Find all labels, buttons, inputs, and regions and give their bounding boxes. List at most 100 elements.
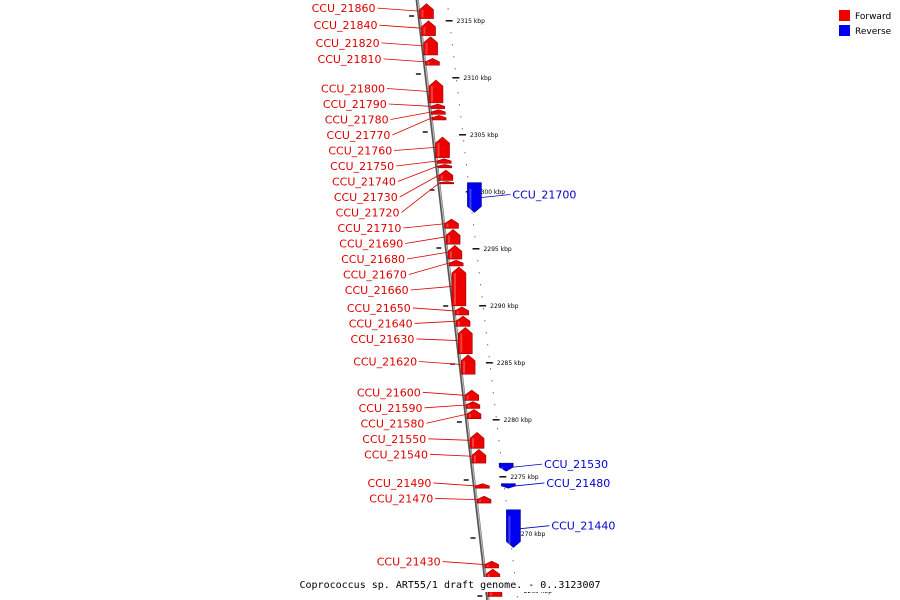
gene-ccu-21780-arrow[interactable] (431, 109, 446, 115)
gene-ccu-21660-arrow[interactable] (451, 266, 467, 307)
gene-ccu-21770-label[interactable]: CCU_21770 (327, 129, 391, 142)
gene-ccu-21470-label[interactable]: CCU_21470 (369, 492, 433, 505)
gene-ccu-21480-label[interactable]: CCU_21480 (546, 477, 610, 490)
gene-ccu-21600-shape[interactable] (464, 389, 480, 401)
gene-ccu-21840-label[interactable]: CCU_21840 (314, 19, 378, 32)
gene-ccu-21550-label[interactable]: CCU_21550 (362, 433, 426, 446)
gene-ccu-21600-label[interactable]: CCU_21600 (357, 386, 421, 399)
gene-ccu-21630-label[interactable]: CCU_21630 (351, 333, 415, 346)
gene-ccu-21720-shape[interactable] (439, 181, 454, 185)
gene-ccu-21860-shape[interactable] (419, 3, 434, 19)
gene-ccu-21430-label[interactable]: CCU_21430 (377, 556, 441, 569)
gene-ccu-21680-label[interactable]: CCU_21680 (341, 253, 405, 266)
gene-ccu-21430-shape[interactable] (484, 560, 499, 569)
gene-ccu-21540-label[interactable]: CCU_21540 (364, 448, 428, 461)
gene-ccu-21430-arrow[interactable] (484, 560, 499, 569)
gene-ccu-21550-shape[interactable] (469, 431, 485, 449)
gene-ccu-21790-arrow[interactable] (430, 103, 445, 109)
gene-ccu-21750-arrow[interactable] (436, 158, 452, 164)
gene-ccu-21770-arrow[interactable] (431, 115, 447, 121)
gene-ccu-21600-arrow[interactable] (464, 389, 480, 401)
gene-ccu-21710-shape[interactable] (444, 218, 459, 229)
gene-ccu-21580-arrow[interactable] (466, 409, 482, 419)
gene-ccu-21490-label[interactable]: CCU_21490 (367, 477, 431, 490)
gene-ccu-21670-arrow[interactable] (448, 259, 464, 267)
gene-ccu-21770-shape[interactable] (431, 115, 447, 121)
gene-ccu-21440-arrow[interactable] (506, 509, 521, 548)
gene-ccu-21820-label[interactable]: CCU_21820 (316, 37, 380, 50)
gene-ccu-21740-label[interactable]: CCU_21740 (332, 175, 396, 188)
gene-ccu-21760-shape[interactable] (435, 136, 450, 158)
gene-ccu-21580-shape[interactable] (466, 409, 482, 419)
gene-ccu-21650-arrow[interactable] (454, 306, 470, 316)
gene-ccu-21440-shape[interactable] (506, 509, 521, 548)
gene-ccu-21530-shape[interactable] (498, 462, 514, 472)
gene-ccu-21810-shape[interactable] (425, 58, 440, 66)
gene-ccu-21550-arrow[interactable] (469, 431, 485, 449)
gene-ccu-21750-shape[interactable] (436, 158, 452, 164)
gene-ccu-21700-label[interactable]: CCU_21700 (512, 189, 576, 202)
gene-ccu-21790-shape[interactable] (430, 103, 445, 109)
gene-ccu-21540-arrow[interactable] (471, 449, 487, 464)
gene-ccu-21580-label[interactable]: CCU_21580 (360, 417, 424, 430)
gene-ccu-21820-arrow[interactable] (423, 36, 438, 56)
gene-ccu-21620-label[interactable]: CCU_21620 (353, 356, 417, 369)
gene-ccu-21480-arrow[interactable] (501, 483, 516, 489)
gene-ccu-21800-arrow[interactable] (428, 79, 444, 104)
gene-ccu-21670-shape[interactable] (448, 259, 464, 267)
gene-ccu-21790-label[interactable]: CCU_21790 (323, 98, 387, 111)
gene-ccu-21840-arrow[interactable] (421, 20, 436, 36)
gene-ccu-21690-shape[interactable] (445, 229, 461, 245)
gene-ccu-21470-shape[interactable] (476, 495, 492, 504)
gene-ccu-21650-label[interactable]: CCU_21650 (347, 302, 411, 315)
gene-ccu-21590-label[interactable]: CCU_21590 (359, 402, 423, 415)
gene-ccu-21820-shape[interactable] (423, 36, 438, 56)
gene-ccu-21660-shape[interactable] (451, 266, 467, 307)
gene-ccu-21620-shape[interactable] (460, 354, 476, 375)
gene-ccu-21760-arrow[interactable] (435, 136, 450, 158)
gene-ccu-21760-label[interactable]: CCU_21760 (328, 144, 392, 157)
gene-ccu-21640-label[interactable]: CCU_21640 (349, 317, 413, 330)
gene-ccu-21480-shape[interactable] (501, 483, 516, 489)
gene-ccu-21470-arrow[interactable] (476, 495, 492, 504)
gene-ccu-21720-arrow[interactable] (439, 181, 454, 185)
gene-ccu-21670-label[interactable]: CCU_21670 (343, 268, 407, 281)
gene-ccu-21700-arrow[interactable] (467, 182, 482, 213)
gene-ccu-21630-arrow[interactable] (457, 327, 473, 354)
gene-ccu-21860-label[interactable]: CCU_21860 (312, 2, 376, 15)
gene-ccu-21730-arrow[interactable] (438, 169, 454, 181)
gene-ccu-21630-shape[interactable] (457, 327, 473, 354)
gene-ccu-21660-label[interactable]: CCU_21660 (345, 284, 409, 297)
gene-ccu-21810-label[interactable]: CCU_21810 (318, 53, 382, 66)
gene-ccu-21680-arrow[interactable] (447, 244, 463, 260)
gene-ccu-21490-shape[interactable] (475, 483, 490, 489)
gene-ccu-21590-shape[interactable] (465, 401, 481, 409)
gene-ccu-21530-label[interactable]: CCU_21530 (544, 458, 608, 471)
gene-ccu-21650-shape[interactable] (454, 306, 470, 316)
gene-ccu-21530-arrow[interactable] (498, 462, 514, 472)
gene-ccu-21730-shape[interactable] (438, 169, 454, 181)
gene-ccu-21700-shape[interactable] (467, 182, 482, 213)
gene-ccu-21640-shape[interactable] (455, 315, 471, 327)
gene-ccu-21690-arrow[interactable] (445, 229, 461, 245)
gene-ccu-21680-shape[interactable] (447, 244, 463, 260)
gene-ccu-21710-arrow[interactable] (444, 218, 459, 229)
gene-ccu-21740-arrow[interactable] (437, 164, 453, 169)
gene-ccu-21690-label[interactable]: CCU_21690 (339, 237, 403, 250)
gene-ccu-21740-shape[interactable] (437, 164, 453, 169)
gene-ccu-21730-label[interactable]: CCU_21730 (334, 191, 398, 204)
gene-ccu-21780-label[interactable]: CCU_21780 (325, 113, 389, 126)
gene-ccu-21750-label[interactable]: CCU_21750 (330, 160, 394, 173)
gene-ccu-21490-arrow[interactable] (475, 483, 490, 489)
gene-ccu-21710-label[interactable]: CCU_21710 (337, 222, 401, 235)
gene-ccu-21620-arrow[interactable] (460, 354, 476, 375)
gene-ccu-21800-shape[interactable] (428, 79, 444, 104)
gene-ccu-21590-arrow[interactable] (465, 401, 481, 409)
gene-ccu-21860-arrow[interactable] (419, 3, 434, 19)
gene-ccu-21840-shape[interactable] (421, 20, 436, 36)
gene-ccu-21640-arrow[interactable] (455, 315, 471, 327)
gene-ccu-21810-arrow[interactable] (425, 58, 440, 66)
gene-ccu-21800-label[interactable]: CCU_21800 (321, 82, 385, 95)
gene-ccu-21540-shape[interactable] (471, 449, 487, 464)
gene-ccu-21780-shape[interactable] (431, 109, 446, 115)
